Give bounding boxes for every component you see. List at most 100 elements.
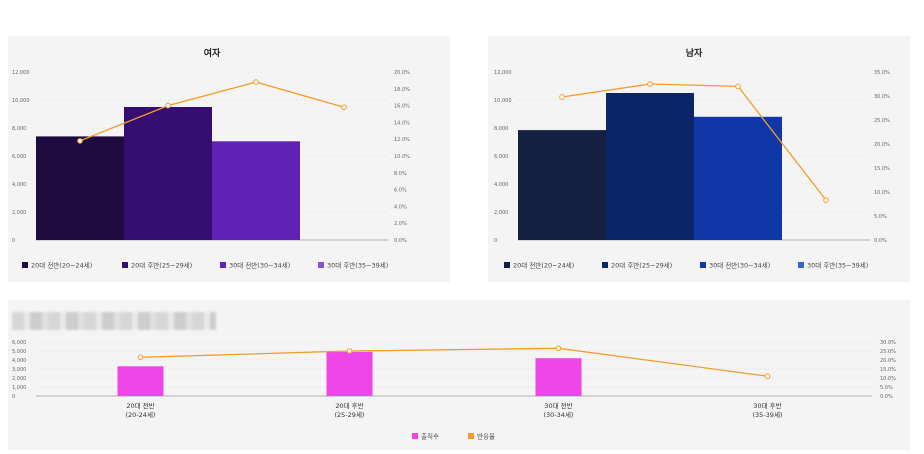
x-category-label: 20대 전반 xyxy=(126,401,154,410)
y-right-tick: 0.0% xyxy=(880,394,893,400)
y-right-tick: 15.0% xyxy=(874,166,890,172)
legend-swatch-1 xyxy=(504,262,510,268)
legend-label-1: 20대 전반(20~24세) xyxy=(31,261,92,270)
y-right-tick: 30.0% xyxy=(880,340,896,346)
y-right-tick: 5.0% xyxy=(880,385,893,391)
legend-swatch-4 xyxy=(798,262,804,268)
y-right-tick: 20.0% xyxy=(394,70,410,76)
y-left-tick: 6,000 xyxy=(494,154,508,160)
x-category-label: (25-29세) xyxy=(335,410,365,419)
y-left-tick: 8,000 xyxy=(494,126,508,132)
chart-title: 여자 xyxy=(204,47,221,59)
rate-point-1[interactable] xyxy=(77,138,83,144)
y-right-tick: 18.0% xyxy=(394,87,410,93)
rate-point-1[interactable] xyxy=(137,354,144,361)
bar-3[interactable] xyxy=(694,116,782,240)
y-left-tick: 10,000 xyxy=(494,98,512,104)
legend-swatch-1 xyxy=(412,433,418,439)
y-right-tick: 2.0% xyxy=(394,221,407,227)
blurred-chart-title xyxy=(12,312,216,330)
x-category-label: 20대 후반 xyxy=(335,401,363,410)
y-right-tick: 25.0% xyxy=(880,349,896,355)
x-category-label: (35-39세) xyxy=(753,410,783,419)
legend-label-3: 30대 전반(30~34세) xyxy=(229,261,290,270)
rate-point-4[interactable] xyxy=(823,197,829,203)
y-right-tick: 25.0% xyxy=(874,118,890,124)
bar-3[interactable] xyxy=(535,358,582,396)
rate-point-2[interactable] xyxy=(647,81,653,87)
y-left-tick: 10,000 xyxy=(12,98,30,104)
legend-label-4: 30대 후반(35~39세) xyxy=(807,261,868,270)
rate-point-3[interactable] xyxy=(555,345,562,352)
x-category-label: (30-34세) xyxy=(544,410,574,419)
female-chart: 여자 0 2,000 4,000 6,000 8,000 10,000 12,000 0.0% 2… xyxy=(12,47,410,270)
bar-1[interactable] xyxy=(518,130,606,240)
legend-swatch-1 xyxy=(22,262,28,268)
x-category-label: (20-24세) xyxy=(126,410,156,419)
legend-label-2: 20대 후반(25~29세) xyxy=(131,261,192,270)
y-left-tick: 4,000 xyxy=(494,182,508,188)
male-chart: 남자 0 2,000 4,000 6,000 8,000 10,000 12,000 0.0% 5… xyxy=(494,47,890,270)
male-chart-panel: 남자 0 2,000 4,000 6,000 8,000 10,000 12,000 0.0% 5… xyxy=(488,36,910,282)
y-right-tick: 12.0% xyxy=(394,137,410,143)
rate-point-3[interactable] xyxy=(253,79,259,85)
rate-line xyxy=(140,347,768,377)
rate-line xyxy=(79,81,345,142)
y-left-tick: 5,000 xyxy=(12,349,26,355)
y-right-tick: 35.0% xyxy=(874,70,890,76)
legend-swatch-2 xyxy=(468,433,474,439)
legend-label-2: 20대 후반(25~29세) xyxy=(611,261,672,270)
legend-label-1: 출직수 xyxy=(421,432,439,441)
combined-chart-panel: 0 1,000 2,000 3,000 4,000 5,000 6,000 0.0% 5.0% 1… xyxy=(8,300,910,450)
y-right-tick: 6.0% xyxy=(394,188,407,194)
x-category-label: 30대 전반 xyxy=(544,401,572,410)
y-left-tick: 12,000 xyxy=(12,70,30,76)
bar-2[interactable] xyxy=(124,107,212,240)
legend-label-4: 30대 후반(35~39세) xyxy=(327,261,388,270)
y-left-tick: 0 xyxy=(12,394,15,400)
y-right-tick: 30.0% xyxy=(874,94,890,100)
y-left-tick: 4,000 xyxy=(12,358,26,364)
legend-swatch-3 xyxy=(220,262,226,268)
bar-2[interactable] xyxy=(606,93,694,240)
y-left-tick: 3,000 xyxy=(12,367,26,373)
rate-point-3[interactable] xyxy=(735,83,741,90)
bar-3[interactable] xyxy=(212,141,300,240)
legend-label-1: 20대 전반(20~24세) xyxy=(513,261,574,270)
y-right-tick: 20.0% xyxy=(874,142,890,148)
legend-swatch-2 xyxy=(122,262,128,268)
legend-swatch-4 xyxy=(318,262,324,268)
rate-point-4[interactable] xyxy=(764,373,771,379)
rate-line xyxy=(561,83,827,201)
rate-point-1[interactable] xyxy=(559,94,565,100)
y-right-tick: 10.0% xyxy=(874,190,890,196)
y-right-tick: 15.0% xyxy=(880,367,896,373)
rate-point-2[interactable] xyxy=(165,102,171,109)
y-left-tick: 0 xyxy=(12,238,15,244)
y-left-tick: 2,000 xyxy=(12,376,26,382)
y-right-tick: 0.0% xyxy=(394,238,407,244)
y-right-tick: 16.0% xyxy=(394,104,410,110)
rate-point-4[interactable] xyxy=(341,104,347,111)
y-right-tick: 5.0% xyxy=(874,214,887,220)
rate-point-2[interactable] xyxy=(346,348,353,354)
y-left-tick: 8,000 xyxy=(12,126,26,132)
legend-label-2: 반응율 xyxy=(477,432,495,441)
bar-1[interactable] xyxy=(117,366,164,396)
y-right-tick: 20.0% xyxy=(880,358,896,364)
y-left-tick: 6,000 xyxy=(12,154,26,160)
y-right-tick: 8.0% xyxy=(394,171,407,177)
bar-1[interactable] xyxy=(36,136,124,240)
y-left-tick: 2,000 xyxy=(494,210,508,216)
y-right-tick: 0.0% xyxy=(874,238,887,244)
y-right-tick: 4.0% xyxy=(394,204,407,210)
y-left-tick: 0 xyxy=(494,238,497,244)
y-right-tick: 10.0% xyxy=(880,376,896,382)
legend-swatch-3 xyxy=(700,262,706,268)
y-left-tick: 12,000 xyxy=(494,70,512,76)
y-left-tick: 6,000 xyxy=(12,340,26,346)
y-left-tick: 2,000 xyxy=(12,210,26,216)
legend-label-3: 30대 전반(30~34세) xyxy=(709,261,770,270)
female-chart-panel: 여자 0 2,000 4,000 6,000 8,000 10,000 12,000 0.0% 2… xyxy=(8,36,450,282)
bar-2[interactable] xyxy=(326,351,373,396)
